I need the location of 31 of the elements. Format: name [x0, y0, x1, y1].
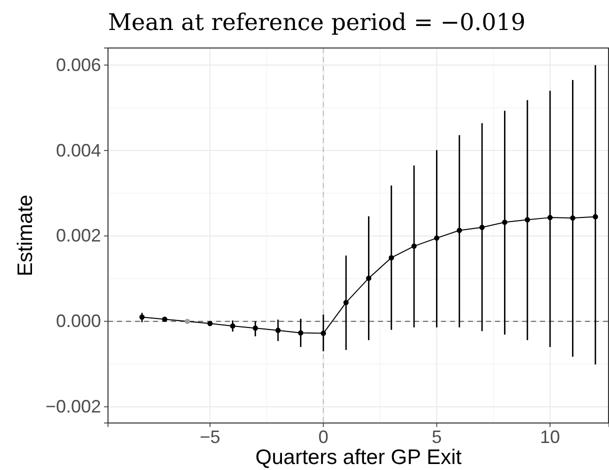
point	[343, 300, 349, 306]
x-tick-label: −5	[200, 426, 220, 447]
y-tick-label: 0.000	[56, 311, 101, 332]
y-axis-title: Estimate	[14, 194, 37, 276]
x-tick-label: 5	[432, 426, 442, 447]
point	[298, 330, 304, 336]
point	[592, 214, 598, 220]
point	[570, 215, 576, 221]
point	[388, 255, 394, 260]
point	[547, 214, 553, 220]
point	[230, 323, 236, 329]
point	[456, 228, 462, 234]
point	[320, 330, 326, 336]
point	[252, 326, 258, 331]
point	[366, 276, 372, 281]
point	[184, 318, 190, 324]
x-axis-title: Quarters after GP Exit	[255, 446, 462, 469]
y-tick-label: −0.002	[45, 396, 101, 417]
point	[139, 314, 145, 320]
y-tick-label: 0.002	[56, 226, 101, 246]
point	[524, 217, 530, 222]
chart-title: Mean at reference period = −0.019	[108, 10, 526, 36]
x-tick-label: 0	[318, 426, 328, 447]
x-tick-label: 10	[540, 426, 560, 447]
point	[502, 220, 508, 225]
point	[411, 244, 417, 249]
y-tick-label: 0.004	[56, 140, 101, 160]
point	[275, 328, 281, 333]
point	[434, 235, 440, 241]
point	[479, 224, 485, 230]
y-tick-label: 0.006	[56, 54, 101, 75]
